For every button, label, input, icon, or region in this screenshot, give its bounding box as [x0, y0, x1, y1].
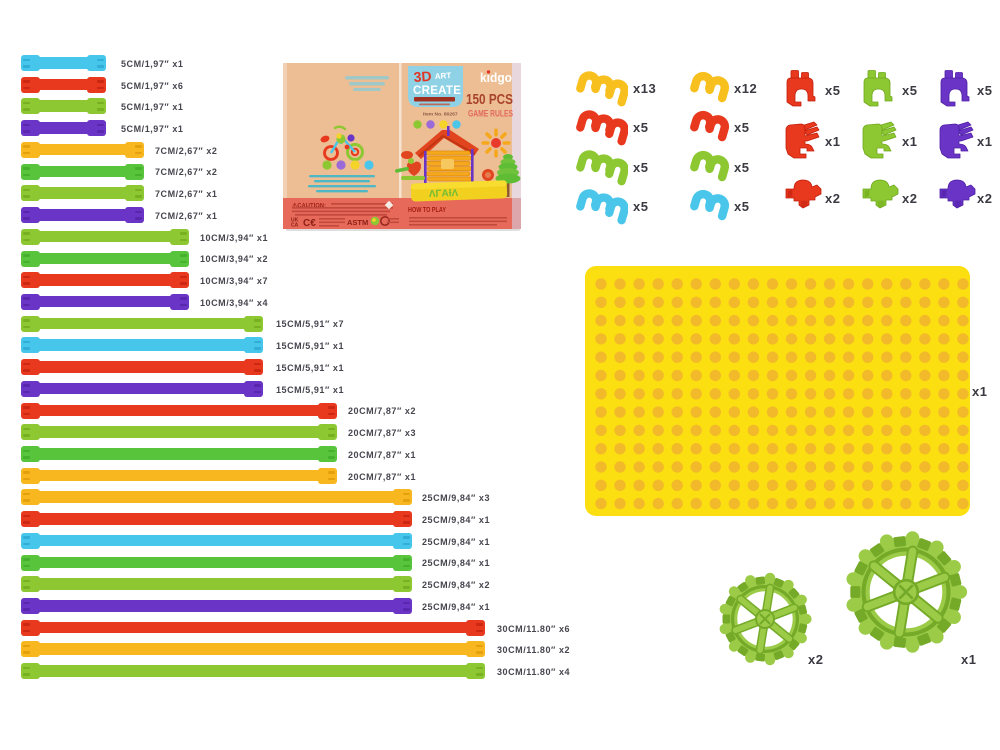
svg-text:⚠CAUTION:: ⚠CAUTION: — [292, 202, 326, 210]
svg-text:C€: C€ — [303, 218, 316, 229]
svg-text:ASTM: ASTM — [347, 218, 368, 227]
svg-text:ART: ART — [435, 71, 452, 81]
svg-text:Item No. 80267: Item No. 80267 — [423, 112, 458, 118]
svg-text:150 PCS: 150 PCS — [466, 92, 513, 108]
svg-text:kidgo: kidgo — [480, 70, 512, 85]
svg-text:CA: CA — [291, 223, 299, 229]
svg-text:ΛΓАƚΛ: ΛΓАƚΛ — [429, 188, 459, 200]
svg-text:GAME RULES: GAME RULES — [468, 109, 513, 120]
svg-text:HOW TO PLAY: HOW TO PLAY — [408, 207, 446, 214]
svg-text:3D: 3D — [413, 68, 432, 85]
svg-text:UK: UK — [291, 218, 299, 224]
svg-text:CREATE: CREATE — [413, 85, 461, 97]
